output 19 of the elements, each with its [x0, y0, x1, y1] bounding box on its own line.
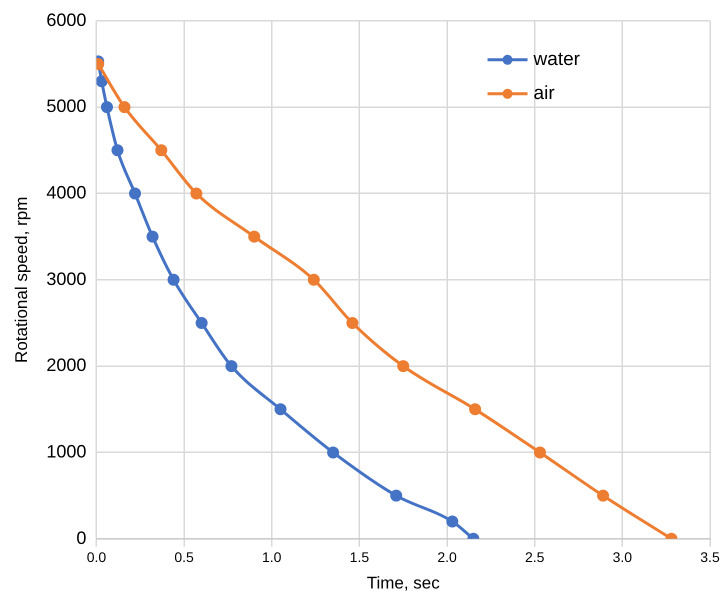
y-tick-label: 3000	[46, 268, 86, 289]
x-tick-label: 2.0	[437, 549, 457, 566]
y-tick-label: 0	[76, 528, 86, 548]
x-tick-label: 2.5	[524, 549, 545, 566]
y-tick-label: 1000	[46, 441, 86, 462]
x-tick-label: 3.5	[700, 549, 720, 566]
legend-label: water	[532, 49, 581, 70]
x-tick-label: 0.5	[174, 549, 194, 566]
x-tick-label: 3.0	[612, 549, 632, 566]
x-tick-label: 0.0	[86, 549, 106, 566]
y-tick-label: 2000	[46, 355, 86, 376]
legend-label: air	[534, 83, 556, 104]
y-tick-label: 5000	[46, 96, 86, 116]
x-axis-title: Time, sec	[366, 573, 440, 592]
y-tick-label: 6000	[46, 10, 86, 30]
y-axis-title: Rotational speed, rpm	[12, 196, 31, 363]
x-tick-label: 1.5	[350, 549, 370, 566]
x-tick-label: 1.0	[262, 549, 282, 566]
y-tick-label: 4000	[46, 182, 86, 202]
